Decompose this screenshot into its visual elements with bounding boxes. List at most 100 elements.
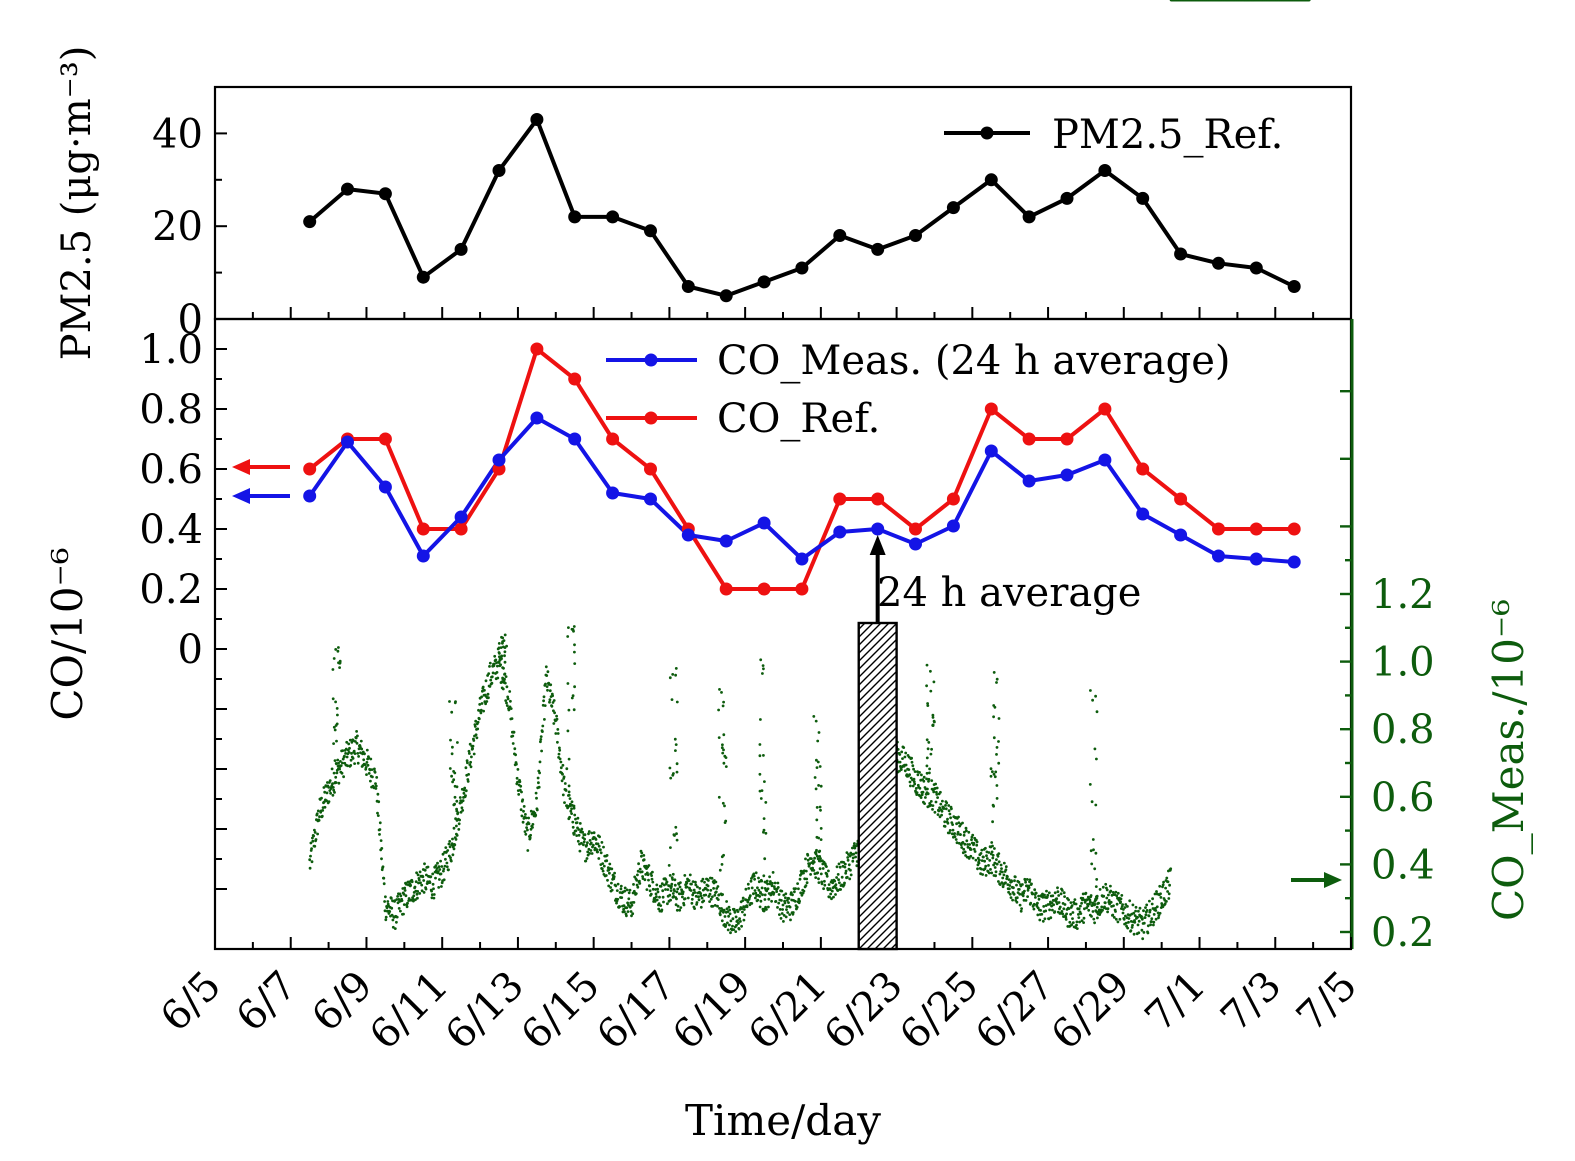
hourly-point bbox=[331, 793, 335, 797]
hourly-point bbox=[575, 821, 579, 824]
hourly-point bbox=[1103, 901, 1107, 905]
hourly-point bbox=[516, 780, 519, 784]
hourly-point bbox=[386, 900, 390, 903]
hourly-point bbox=[654, 892, 658, 896]
hourly-point bbox=[1062, 891, 1066, 895]
hourly-point bbox=[556, 732, 560, 735]
hourly-point bbox=[1000, 867, 1003, 870]
hourly-point bbox=[998, 872, 1002, 876]
hourly-point bbox=[1024, 880, 1027, 884]
hourly-spike-point bbox=[991, 770, 994, 774]
hourly-point bbox=[1051, 894, 1055, 898]
hourly-point bbox=[725, 900, 728, 903]
hourly-point bbox=[726, 910, 730, 914]
pm25-point bbox=[341, 182, 354, 196]
hourly-point bbox=[477, 717, 481, 721]
pm25-point bbox=[454, 242, 468, 256]
hourly-point bbox=[539, 738, 543, 741]
hourly-point bbox=[347, 742, 351, 746]
hourly-point bbox=[552, 722, 556, 725]
hourly-point bbox=[594, 838, 598, 841]
hourly-point bbox=[1163, 902, 1167, 906]
hourly-point bbox=[926, 792, 930, 796]
pm-legend: PM2.5_Ref. bbox=[944, 112, 1283, 158]
hourly-spike-point bbox=[1095, 757, 1098, 761]
hourly-point bbox=[1025, 878, 1029, 881]
hourly-spike-point bbox=[925, 663, 929, 667]
hourly-point bbox=[531, 826, 534, 829]
hourly-point bbox=[1116, 891, 1120, 895]
hourly-spike-point bbox=[452, 778, 456, 782]
hourly-point bbox=[1133, 920, 1137, 924]
hourly-point bbox=[1043, 917, 1047, 921]
hourly-point bbox=[747, 887, 751, 890]
hourly-point bbox=[423, 862, 426, 866]
hourly-point bbox=[490, 675, 494, 679]
hourly-point bbox=[527, 816, 530, 820]
hourly-point bbox=[356, 752, 360, 755]
hourly-point bbox=[1071, 921, 1075, 924]
hourly-point bbox=[476, 727, 480, 731]
hourly-point bbox=[583, 833, 587, 837]
hourly-point bbox=[967, 857, 971, 860]
hourly-point bbox=[757, 888, 761, 892]
hourly-spike-point bbox=[762, 754, 765, 757]
hourly-point bbox=[454, 838, 458, 841]
hourly-point bbox=[771, 871, 775, 874]
hourly-point bbox=[1015, 883, 1018, 887]
hourly-point bbox=[526, 828, 529, 832]
hourly-point bbox=[939, 802, 943, 806]
hourly-point bbox=[353, 762, 356, 765]
hourly-point bbox=[982, 855, 985, 859]
hourly-spike-point bbox=[815, 818, 819, 822]
hourly-point bbox=[703, 880, 706, 884]
hourly-spike-point bbox=[929, 689, 933, 693]
hourly-point bbox=[814, 876, 818, 879]
hourly-point bbox=[1107, 893, 1110, 897]
hourly-point bbox=[957, 815, 960, 819]
hourly-point bbox=[832, 895, 835, 899]
axis-pointer-arrows bbox=[232, 459, 1342, 888]
hourly-spike-point bbox=[497, 646, 501, 650]
hourly-spike-point bbox=[992, 772, 996, 776]
hourly-point bbox=[642, 858, 646, 862]
hourly-point bbox=[586, 841, 589, 845]
hourly-point bbox=[816, 857, 820, 861]
hourly-point bbox=[561, 763, 565, 767]
pm-ytick-label: 0 bbox=[178, 297, 203, 343]
hourly-point bbox=[354, 736, 358, 740]
hourly-point bbox=[1159, 896, 1163, 899]
hourly-point bbox=[1037, 897, 1041, 901]
hourly-point bbox=[464, 766, 468, 770]
hourly-point bbox=[1026, 888, 1030, 892]
hourly-point bbox=[414, 880, 418, 884]
hourly-point bbox=[564, 789, 568, 792]
hourly-point bbox=[472, 739, 476, 742]
hourly-point bbox=[432, 893, 436, 896]
hourly-spike-point bbox=[566, 635, 570, 638]
hourly-point bbox=[961, 821, 964, 825]
co-meas-point bbox=[1212, 549, 1225, 563]
x-tick-label: 6/5 bbox=[152, 963, 230, 1041]
hourly-spike-point bbox=[455, 799, 459, 803]
hourly-point bbox=[984, 874, 988, 877]
hourly-point bbox=[699, 892, 702, 895]
hourly-spike-point bbox=[1095, 878, 1099, 881]
hourly-point bbox=[1083, 907, 1086, 911]
hourly-point bbox=[1079, 912, 1083, 915]
hourly-spike-point bbox=[758, 754, 762, 758]
co-meas-point bbox=[606, 486, 620, 500]
hourly-point bbox=[659, 904, 663, 907]
hourly-spike-point bbox=[1244, 0, 1248, 2]
hourly-spike-point bbox=[451, 780, 454, 784]
hourly-point bbox=[1021, 883, 1024, 886]
hourly-spike-point bbox=[819, 838, 823, 841]
hourly-point bbox=[782, 893, 786, 897]
hourly-spike-point bbox=[675, 832, 678, 836]
hourly-point bbox=[416, 873, 420, 877]
hourly-point bbox=[769, 880, 772, 883]
hourly-point bbox=[314, 838, 318, 841]
hourly-point bbox=[439, 872, 443, 876]
hourly-spike-point bbox=[338, 661, 342, 665]
green-ytick-label: 0.6 bbox=[1371, 775, 1435, 821]
